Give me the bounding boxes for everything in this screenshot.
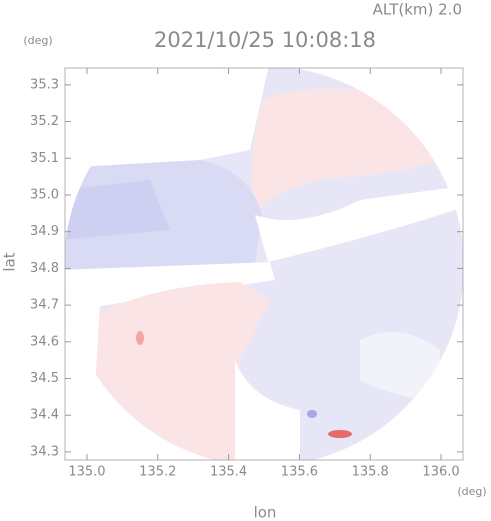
x-tick-label: 136.0	[422, 465, 459, 480]
y-tick-label: 35.0	[30, 187, 59, 202]
y-unit: (deg)	[23, 34, 52, 47]
x-tick-label: 135.0	[68, 465, 105, 480]
y-tick-label: 35.1	[30, 151, 59, 166]
x-tick-label: 135.2	[139, 465, 176, 480]
y-tick-label: 34.9	[30, 224, 59, 239]
y-tick-label: 34.6	[30, 334, 59, 349]
y-tick-label: 35.3	[30, 77, 59, 92]
x-tick-label: 135.6	[281, 465, 318, 480]
y-tick-label: 34.5	[30, 371, 59, 386]
plot-frame	[64, 67, 464, 461]
y-tick-label: 35.2	[30, 114, 59, 129]
x-tick-label: 135.8	[352, 465, 389, 480]
y-tick-label: 34.7	[30, 298, 59, 313]
altitude-label: ALT(km) 2.0	[373, 1, 462, 19]
y-tick-label: 34.8	[30, 261, 59, 276]
x-unit: (deg)	[457, 485, 486, 498]
y-axis-label: lat	[1, 252, 19, 271]
y-tick-label: 34.4	[30, 408, 59, 423]
x-axis-label: lon	[254, 504, 277, 521]
chart-title: 2021/10/25 10:08:18	[154, 28, 376, 52]
y-tick-label: 34.3	[30, 444, 59, 459]
radar-field	[65, 68, 463, 460]
x-tick-label: 135.4	[210, 465, 247, 480]
